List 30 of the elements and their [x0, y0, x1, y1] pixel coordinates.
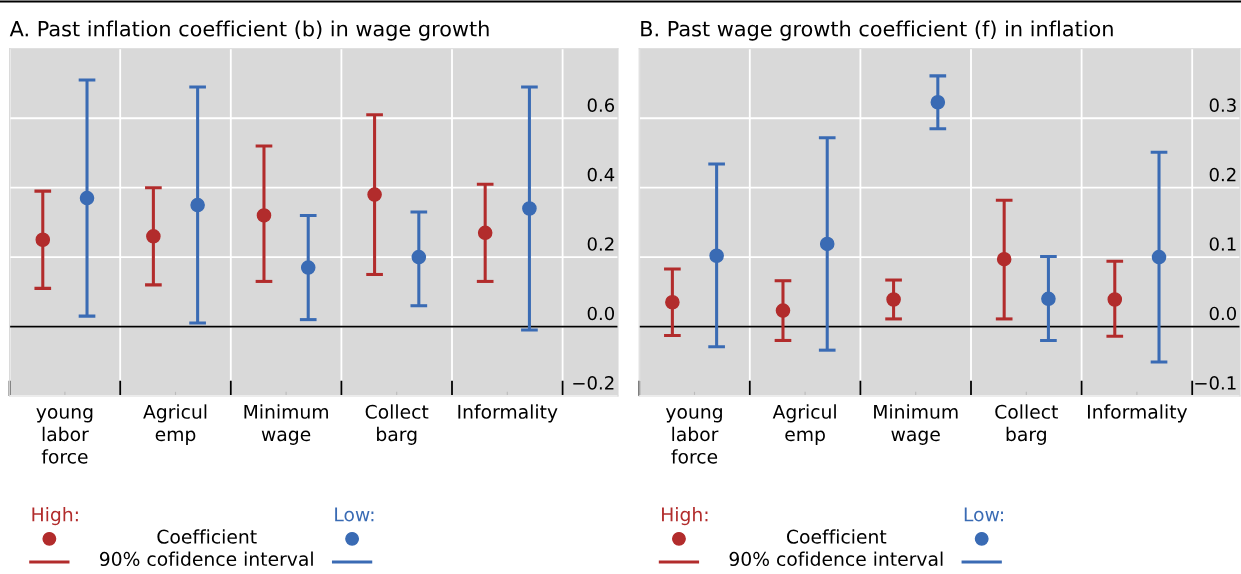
x-tick-label: Minimum wage — [244, 404, 328, 445]
y-tick-label: 0.0 — [587, 306, 615, 321]
y-tick-label: 0.1 — [1209, 237, 1236, 251]
x-tick-label: young labor force — [36, 408, 93, 464]
y-tick-label: 0.3 — [1209, 98, 1236, 112]
x-tick-label: Agricul emp — [772, 404, 836, 445]
text: 90% cofidence interval — [99, 551, 313, 567]
text: High: — [32, 507, 78, 526]
text: Coefficient — [786, 529, 887, 544]
y-tick-label: −0.1 — [1195, 376, 1236, 390]
text: Low: — [964, 507, 1003, 522]
chart-title: B. Past wage growth coefficient (f) in inflation — [641, 20, 1113, 41]
chart-title: A. Past inflation coefficient (b) in wage growth — [9, 20, 489, 41]
x-tick-label: Collect barg — [365, 404, 429, 445]
text: 90% cofidence interval — [729, 551, 943, 567]
y-tick-label: 0.6 — [587, 98, 615, 112]
y-tick-label: 0.2 — [1209, 167, 1236, 182]
x-tick-label: young labor force — [665, 408, 722, 464]
x-tick-label: Informality — [1088, 404, 1188, 423]
x-tick-label: Minimum wage — [874, 404, 958, 445]
x-tick-label: Collect barg — [995, 404, 1058, 445]
x-tick-label: Informality — [458, 404, 558, 423]
text: High: — [662, 507, 708, 526]
text: Coefficient — [157, 529, 257, 544]
x-tick-label: Agricul emp — [143, 404, 207, 445]
y-tick-label: 0.4 — [587, 167, 615, 182]
text: Low: — [335, 507, 374, 522]
y-tick-label: −0.2 — [573, 376, 614, 390]
y-tick-label: 0.0 — [1209, 306, 1237, 321]
y-tick-label: 0.2 — [587, 237, 614, 251]
